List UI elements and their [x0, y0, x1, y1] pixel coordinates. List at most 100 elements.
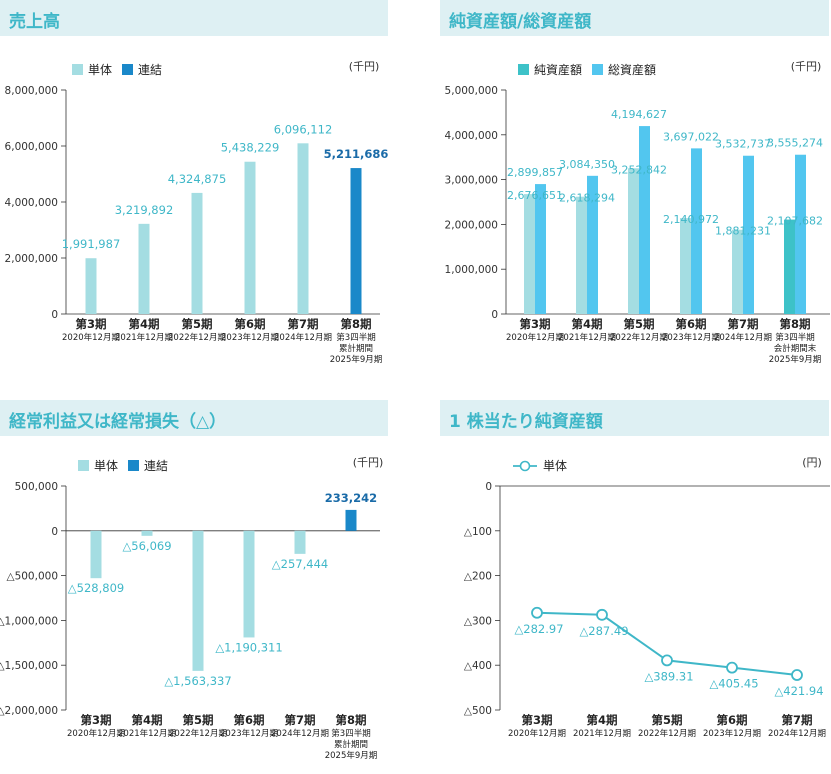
category-sublabel: 2025年9月期: [325, 750, 378, 761]
data-label: 5,211,686: [324, 147, 389, 161]
bar-単体: [244, 161, 256, 314]
data-label: 2,899,857: [507, 166, 563, 179]
category-label: 第8期: [335, 713, 366, 727]
unit-label: (千円): [349, 60, 380, 73]
category-label: 第8期: [340, 317, 371, 331]
legend-swatch: [78, 460, 89, 471]
line-point: [791, 669, 803, 681]
category-label: 第7期: [284, 713, 315, 727]
y-tick-label: 2,000,000: [5, 253, 58, 265]
category-sublabel: 2024年12月期: [274, 332, 332, 343]
category-sublabel: 2023年12月期: [221, 332, 279, 343]
y-tick-label: △300: [464, 615, 492, 627]
bps-title: 1 株当たり純資産額: [449, 412, 603, 432]
y-tick-label: 0: [485, 481, 492, 493]
ordinary-income-panel: 経常利益又は経常損失（△） 500,000 0 △500,000 △1,000,000…: [0, 400, 390, 774]
bar-単体: [243, 530, 255, 638]
bar-総資産額: [691, 148, 702, 314]
category-label: 第7期: [727, 317, 758, 331]
category-label: 第3期: [521, 713, 552, 727]
bar-単体: [138, 223, 150, 314]
category-label: 第3期: [519, 317, 550, 331]
bar-単体: [191, 192, 203, 314]
bar-単体: [294, 530, 306, 554]
category-sublabel: 2024年12月期: [768, 728, 826, 739]
bar-純資産額: [628, 168, 639, 314]
data-label: 3,532,737: [715, 138, 771, 151]
legend-swatch: [122, 64, 133, 75]
legend-label: 単体: [543, 459, 567, 473]
category-sublabel: 2022年12月期: [168, 332, 226, 343]
y-tick-label: 0: [51, 309, 58, 321]
bar-連結: [345, 509, 357, 531]
category-sublabel: 第3四半期: [331, 728, 370, 739]
data-label: △389.31: [644, 669, 693, 683]
y-tick-label: 2,000,000: [445, 219, 498, 231]
data-label: 2,676,651: [507, 189, 563, 202]
bar-総資産額: [743, 155, 754, 314]
data-label: 3,252,842: [611, 163, 667, 176]
category-sublabel: 2023年12月期: [703, 728, 761, 739]
data-label: 2,618,294: [559, 192, 615, 205]
legend-label: 純資産額: [534, 62, 582, 77]
data-label: △257,444: [272, 557, 328, 571]
category-sublabel: 2021年12月期: [558, 332, 616, 343]
y-tick-label: △1,500,000: [0, 660, 58, 672]
category-sublabel: 2020年12月期: [62, 332, 120, 343]
category-sublabel: 累計期間: [334, 739, 368, 750]
assets-title: 純資産額/総資産額: [449, 12, 592, 32]
ordinary-income-title: 経常利益又は経常損失（△）: [9, 412, 227, 432]
category-sublabel: 2021年12月期: [118, 728, 176, 739]
legend-swatch: [72, 64, 83, 75]
category-sublabel: 2020年12月期: [506, 332, 564, 343]
sales-header: 売上高: [0, 0, 388, 36]
y-tick-label: △500: [464, 705, 492, 717]
category-label: 第7期: [781, 713, 812, 727]
unit-label: (円): [802, 456, 822, 469]
y-tick-label: △200: [464, 571, 492, 583]
category-label: 第6期: [233, 713, 264, 727]
ordinary-income-chart: 500,000 0 △500,000 △1,000,000 △1,500,000 △2,0…: [0, 456, 384, 761]
line-point: [726, 661, 738, 674]
sales-title: 売上高: [9, 12, 60, 32]
y-tick-label: 500,000: [15, 481, 58, 493]
legend-label: 連結: [144, 459, 168, 473]
category-label: 第4期: [131, 713, 162, 727]
bar-連結: [350, 168, 362, 314]
line-point: [531, 606, 543, 619]
legend-swatch: [128, 460, 139, 471]
y-tick-label: 0: [491, 309, 498, 321]
bar-総資産額: [587, 175, 598, 314]
data-label: 233,242: [325, 491, 377, 505]
category-label: 第5期: [182, 713, 213, 727]
data-label: 4,194,627: [611, 108, 667, 121]
sales-panel: 売上高 0 2,000,000 4,000,000 6,000,000 8,000,00…: [0, 0, 390, 385]
category-sublabel: 2025年9月期: [769, 354, 822, 365]
category-sublabel: 2021年12月期: [573, 728, 631, 739]
y-tick-label: △2,000,000: [0, 705, 58, 717]
y-tick-label: 0: [51, 526, 58, 538]
category-sublabel: 2022年12月期: [610, 332, 668, 343]
data-label: △1,190,311: [215, 640, 282, 654]
data-label: 3,555,274: [767, 137, 823, 150]
data-label: △282.97: [514, 622, 563, 636]
data-label: 2,107,682: [767, 215, 823, 228]
data-label: 4,324,875: [168, 172, 227, 186]
data-label: 3,219,892: [115, 203, 174, 217]
bar-純資産額: [576, 196, 587, 314]
bar-単体: [297, 143, 309, 314]
bps-panel: 1 株当たり純資産額 0 △100 △200 △300 △400 △500 (円) 第3期 20…: [440, 400, 831, 774]
y-tick-label: 1,000,000: [445, 264, 498, 276]
data-label: 1,881,231: [715, 225, 771, 238]
category-label: 第4期: [128, 317, 159, 331]
unit-label: (千円): [353, 456, 384, 469]
category-label: 第5期: [651, 713, 682, 727]
category-sublabel: 2022年12月期: [638, 728, 696, 739]
bar-単体: [192, 530, 204, 671]
category-label: 第5期: [623, 317, 654, 331]
category-sublabel: 2024年12月期: [271, 728, 329, 739]
y-tick-label: 4,000,000: [445, 130, 498, 142]
category-label: 第5期: [181, 317, 212, 331]
bps-chart: 0△100△200△300△400△500(円)第3期2020年12月期第4期2…: [464, 456, 830, 739]
category-label: 第7期: [287, 317, 318, 331]
